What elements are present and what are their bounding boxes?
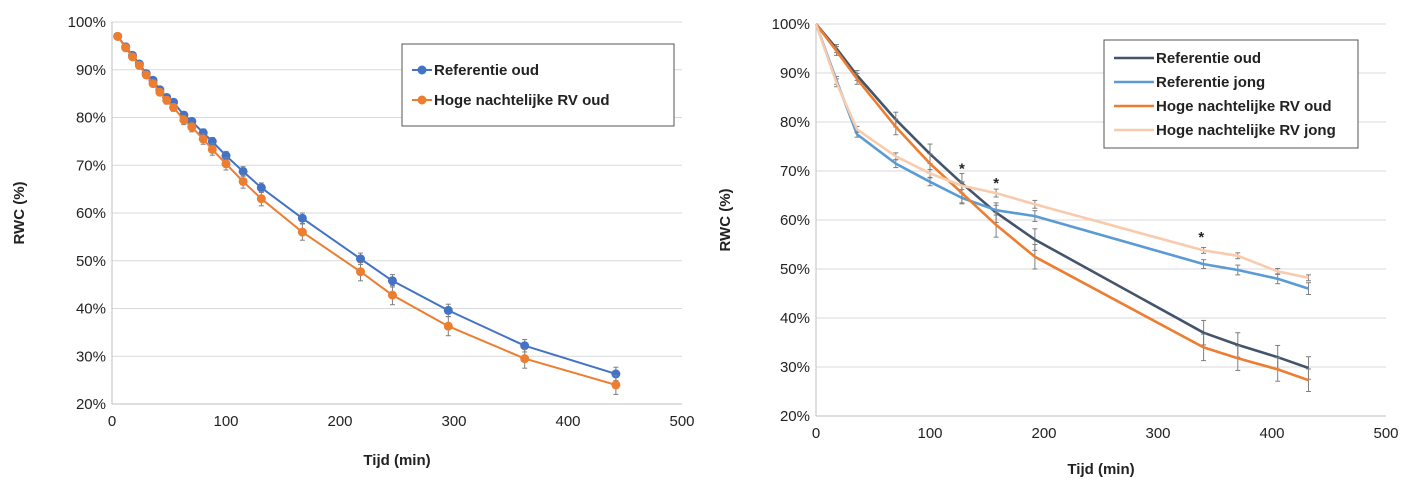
x-tick-label: 500 [669,413,694,430]
data-point [113,31,123,41]
data-point [221,159,231,169]
data-point [356,254,366,264]
data-point [387,276,397,286]
y-tick-label: 80% [76,110,106,127]
y-tick-label: 40% [76,301,106,318]
legend-label: Referentie jong [1156,74,1265,91]
series-line-1 [815,23,1309,370]
data-point [520,354,530,364]
data-point [128,52,138,62]
series-line-2 [116,35,617,386]
data-point [238,166,248,176]
series-line-3 [814,23,1309,382]
data-point [148,79,158,89]
y-tick-label: 30% [780,359,810,376]
x-tick-label: 200 [1031,425,1056,442]
data-point [520,341,530,351]
chart-right: 20% 30% 40% 50% 60% 70% 80% 90% 100% 0 100 200 300 40… [717,16,1399,478]
x-tick-label: 100 [917,425,942,442]
y-tick-label: 40% [780,310,810,327]
x-axis-title: Tijd (min) [1067,461,1134,478]
legend-label: Hoge nachtelijke RV oud [434,92,610,109]
significance-marker: * [959,160,965,177]
y-tick-label: 20% [780,408,810,425]
legend-label: Hoge nachtelijke RV oud [1156,98,1332,115]
y-tick-label: 90% [76,62,106,79]
y-tick-label: 100% [772,16,810,33]
x-tick-label: 0 [108,413,116,430]
y-tick-label: 50% [780,261,810,278]
data-point [443,321,453,331]
data-point [134,60,144,70]
data-point [187,122,197,132]
x-tick-label: 400 [1259,425,1284,442]
legend-label: Referentie oud [1156,50,1261,67]
series-line-4 [814,23,1309,280]
data-point [356,267,366,277]
y-tick-label: 70% [780,163,810,180]
data-point [207,144,217,154]
y-axis-title: RWC (%) [11,181,28,244]
legend-marker [417,65,427,75]
y-tick-label: 90% [780,65,810,82]
x-tick-label: 300 [1145,425,1170,442]
data-point [121,43,131,53]
x-axis-title: Tijd (min) [363,452,430,469]
x-tick-label: 100 [213,413,238,430]
y-tick-label: 20% [76,396,106,413]
x-tick-label: 500 [1373,425,1398,442]
data-point [162,95,172,105]
series-line-2 [814,23,1309,290]
data-point [297,213,307,223]
x-tick-label: 200 [327,413,352,430]
data-point [297,227,307,237]
y-tick-label: 70% [76,157,106,174]
x-tick-label: 0 [812,425,820,442]
y-tick-label: 50% [76,253,106,270]
data-point [256,183,266,193]
x-tick-label: 300 [441,413,466,430]
data-point [198,128,208,138]
data-point [155,87,165,97]
data-point [141,70,151,80]
data-point [169,102,179,112]
legend-label: Referentie oud [434,62,539,79]
legend-label: Hoge nachtelijke RV jong [1156,122,1336,139]
data-point [198,134,208,144]
y-tick-label: 60% [780,212,810,229]
significance-marker: * [993,175,999,192]
chart-left: 20% 30% 40% 50% 60% 70% 80% 90% 100% 0 100 200 300 40… [11,14,695,469]
x-tick-label: 400 [555,413,580,430]
y-axis-title: RWC (%) [717,188,734,251]
y-tick-label: 30% [76,348,106,365]
y-tick-label: 80% [780,114,810,131]
data-point [238,176,248,186]
y-tick-label: 60% [76,205,106,222]
legend-marker [417,95,427,105]
data-point [611,380,621,390]
data-point [443,305,453,315]
significance-marker: * [1198,229,1204,246]
legend-box [401,43,675,127]
y-tick-label: 100% [68,14,106,31]
data-point [611,369,621,379]
data-point [256,194,266,204]
data-point [179,115,189,125]
data-point [387,290,397,300]
